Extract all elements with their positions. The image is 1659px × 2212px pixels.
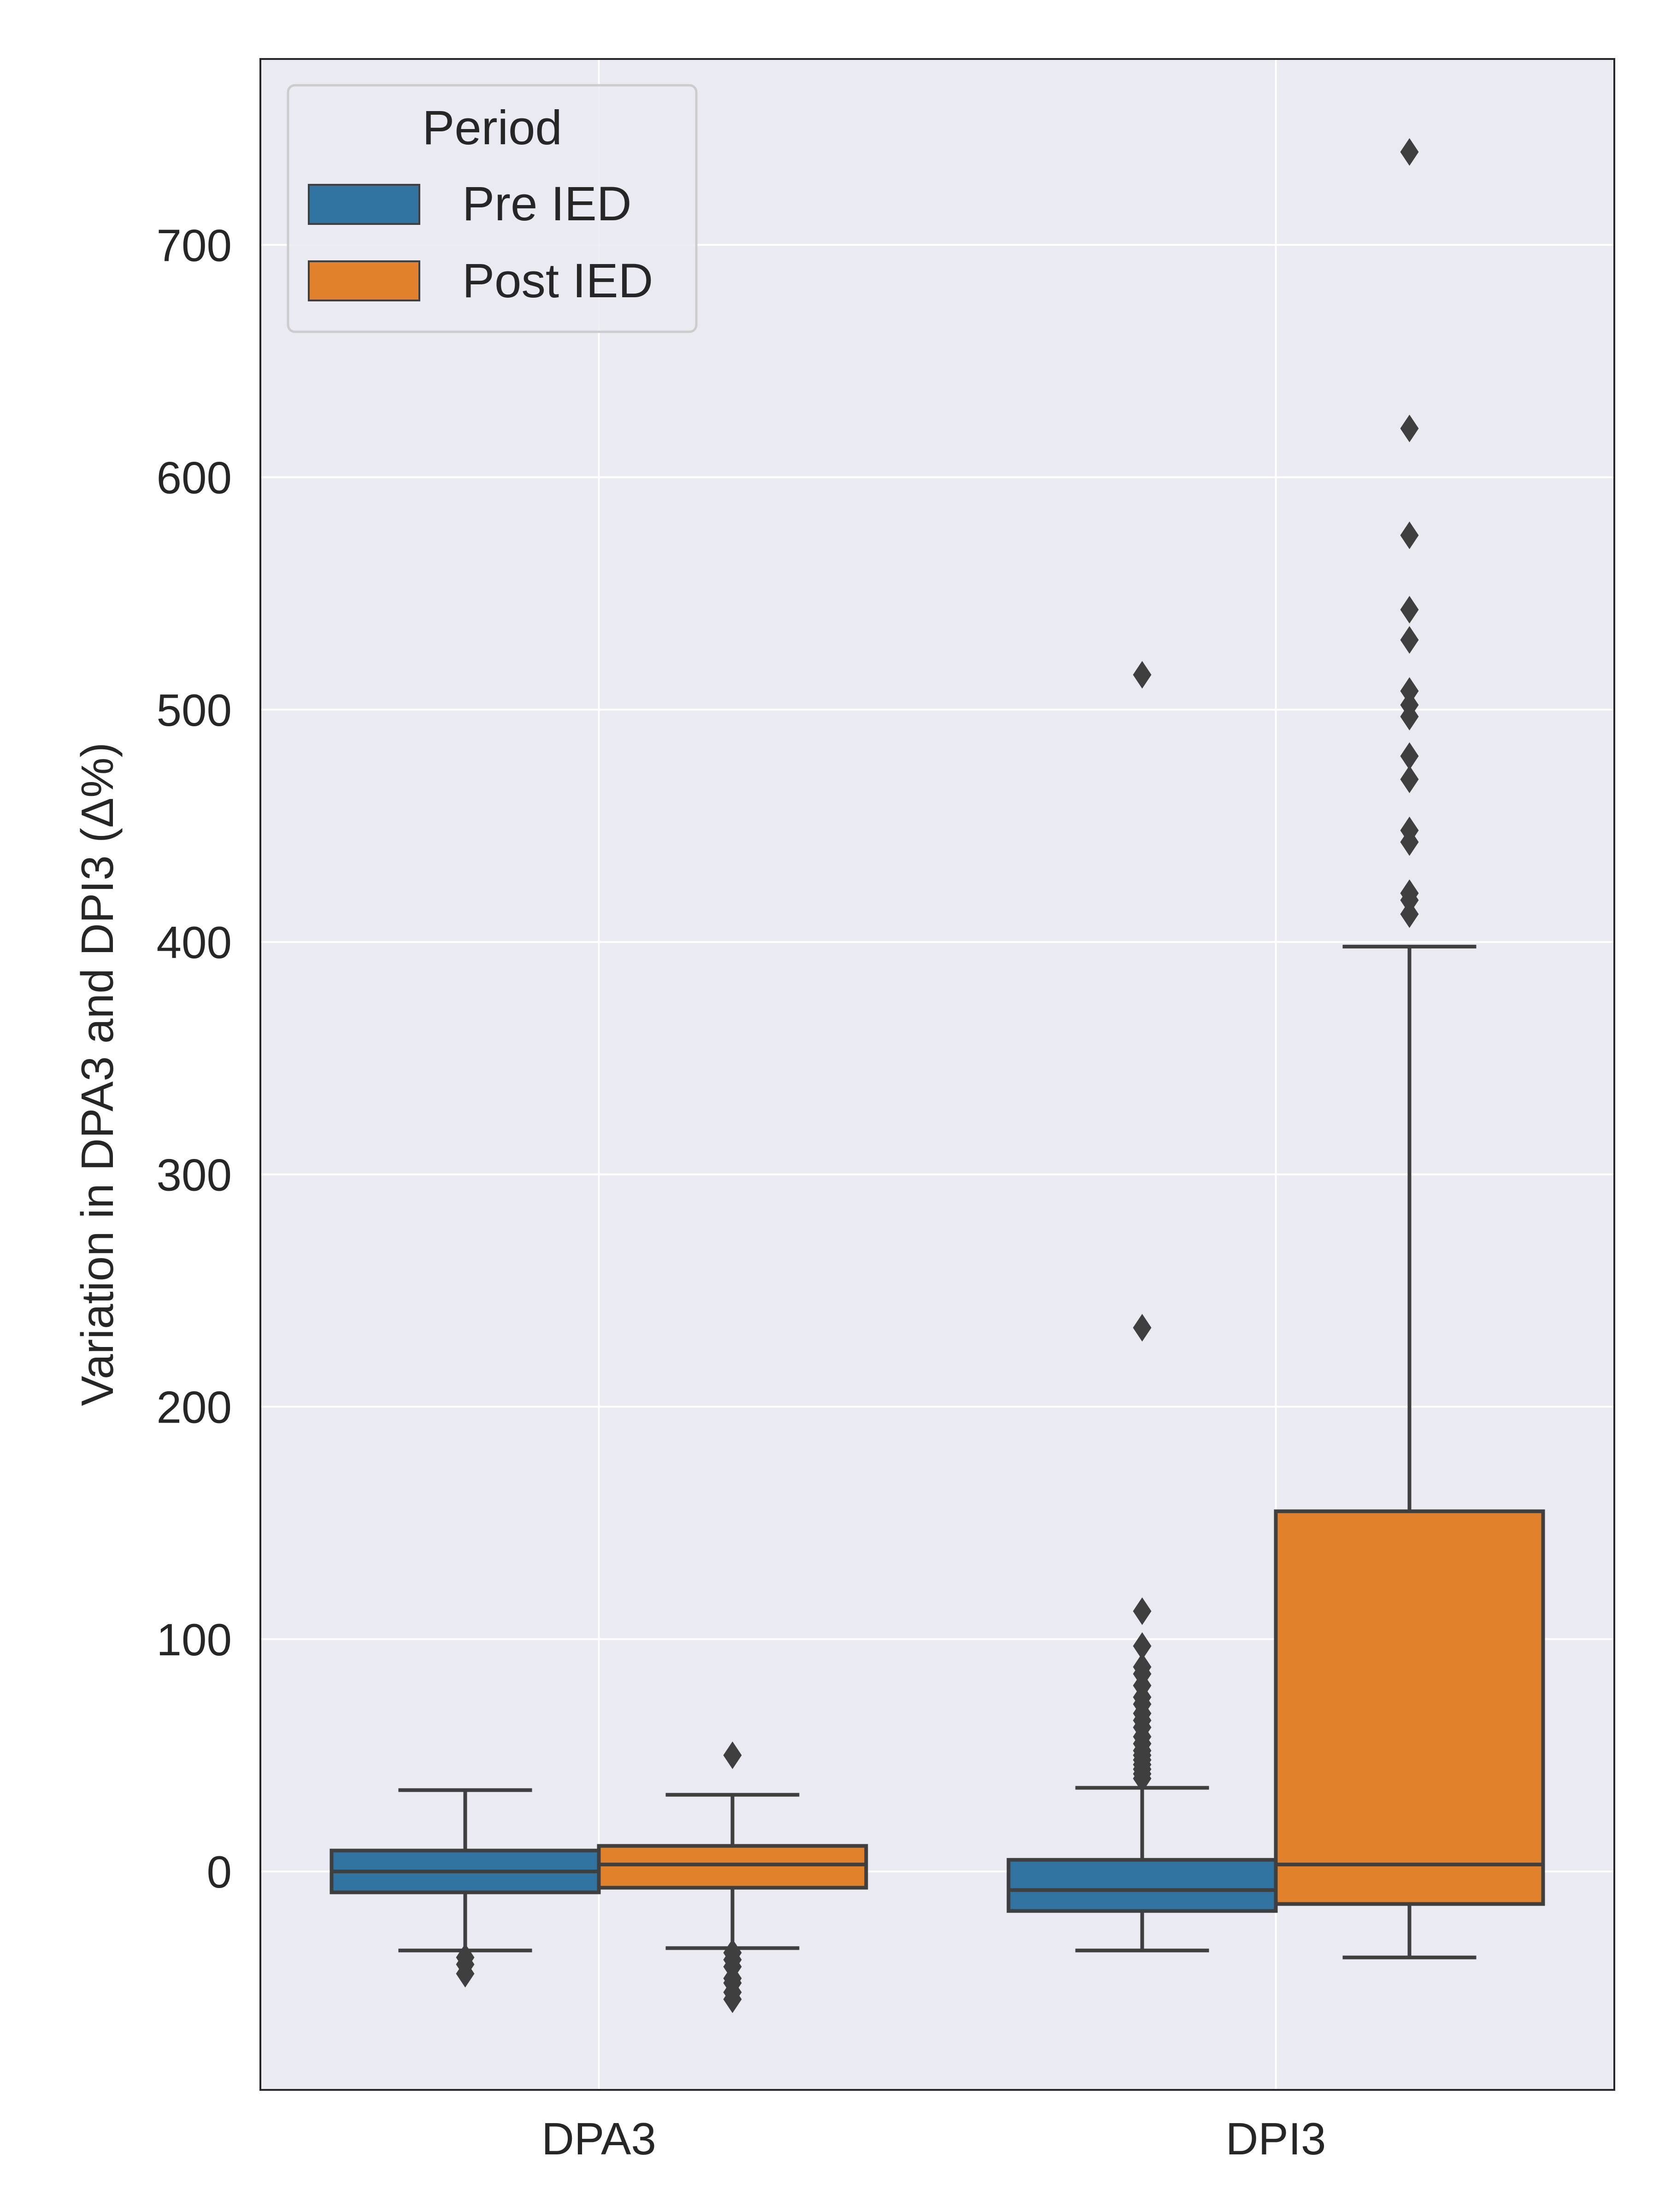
y-tick-label-500: 500 [156, 685, 232, 735]
outlier-dpi3-post-ied-2 [1400, 879, 1419, 907]
box-dpa3-post-ied [597, 1741, 868, 2013]
legend-label-pre-ied: Pre IED [462, 177, 632, 231]
outlier-dpa3-pre-ied-2 [456, 1959, 475, 1988]
legend-title: Period [422, 101, 562, 155]
legend-swatch-post-ied [308, 260, 420, 301]
y-axis-title: Variation in DPA3 and DPI3 (Δ%) [72, 742, 123, 1406]
box-body-dpi3-post-ied [1274, 1509, 1545, 1906]
outlier-dpi3-pre-ied-20 [1133, 661, 1152, 689]
x-tick-label-dpi3: DPI3 [1226, 2113, 1326, 2164]
boxes [329, 138, 1545, 2013]
outlier-dpi3-post-ied-12 [1400, 521, 1419, 549]
outlier-dpi3-post-ied-13 [1400, 414, 1419, 442]
outlier-dpa3-post-ied-7 [723, 1985, 742, 2013]
outlier-dpi3-post-ied-9 [1400, 677, 1419, 705]
y-tick-label-100: 100 [156, 1614, 232, 1665]
outlier-dpi3-post-ied-11 [1400, 596, 1419, 624]
legend: Period Pre IED Post IED [287, 84, 698, 333]
axis-ticks: 0 100 200 300 400 500 600 700 DPA3 DPI3 [156, 220, 1326, 2164]
x-tick-label-dpa3: DPA3 [541, 2113, 656, 2164]
outlier-dpi3-post-ied-14 [1400, 138, 1419, 166]
outlier-dpi3-pre-ied-16 [1133, 1653, 1152, 1681]
y-tick-label-400: 400 [156, 917, 232, 968]
box-dpi3-pre-ied [1006, 661, 1278, 1953]
outlier-dpi3-post-ied-5 [1400, 765, 1419, 794]
box-dpa3-pre-ied [329, 1788, 601, 1988]
legend-label-post-ied: Post IED [462, 254, 653, 308]
y-tick-label-600: 600 [156, 453, 232, 503]
legend-swatch-pre-ied [308, 184, 420, 225]
y-tick-label-0: 0 [206, 1847, 232, 1897]
box-body-dpa3-post-ied [597, 1844, 868, 1890]
outlier-dpi3-post-ied-8 [1400, 691, 1419, 719]
outlier-dpi3-post-ied-10 [1400, 626, 1419, 654]
outlier-dpi3-pre-ied-18 [1133, 1597, 1152, 1625]
y-tick-label-300: 300 [156, 1149, 232, 1200]
outlier-dpi3-post-ied-0 [1400, 900, 1419, 928]
outlier-dpi3-post-ied-6 [1400, 742, 1419, 770]
y-tick-label-700: 700 [156, 220, 232, 271]
outlier-dpi3-pre-ied-17 [1133, 1632, 1152, 1660]
outlier-dpa3-post-ied-0 [723, 1741, 742, 1769]
y-tick-label-200: 200 [156, 1382, 232, 1433]
box-dpi3-post-ied [1274, 138, 1545, 1959]
outlier-dpi3-post-ied-4 [1400, 817, 1419, 845]
box-body-dpi3-pre-ied [1006, 1858, 1278, 1913]
outlier-dpi3-pre-ied-19 [1133, 1314, 1152, 1342]
plot-frame [259, 58, 1615, 2091]
